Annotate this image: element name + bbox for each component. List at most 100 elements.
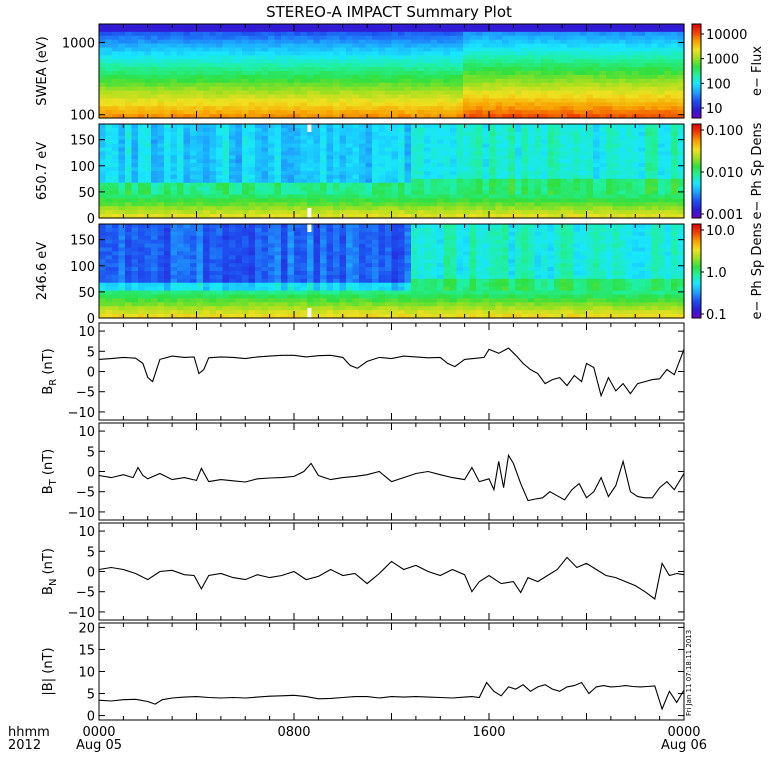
spectrogram-cell (619, 139, 627, 145)
spectrogram-cell (99, 247, 107, 253)
spectrogram-cell (177, 94, 185, 100)
spectrogram-cell (170, 102, 178, 107)
spectrogram-cell (638, 167, 646, 172)
spectrogram-cell (203, 71, 211, 76)
spectrogram-cell (541, 167, 549, 172)
spectrogram-cell (606, 127, 614, 133)
spectrogram-cell (495, 147, 503, 153)
spectrogram-cell (567, 43, 575, 49)
spectrogram-cell (112, 94, 120, 100)
spectrogram-cell (112, 178, 120, 184)
spectrogram-cell (593, 31, 601, 37)
spectrogram-cell (274, 178, 282, 184)
spectrogram-cell (118, 178, 126, 184)
spectrogram-cell (378, 98, 386, 103)
spectrogram-cell (294, 155, 302, 160)
spectrogram-cell (157, 174, 165, 180)
spectrogram-cell (268, 94, 276, 100)
spectrogram-cell (664, 59, 672, 64)
spectrogram-cell (547, 39, 555, 45)
spectrogram-cell (170, 214, 178, 219)
spectrogram-cell (164, 314, 172, 319)
spectrogram-cell (664, 114, 672, 119)
spectrogram-cell (157, 224, 165, 229)
spectrogram-cell (365, 24, 373, 29)
spectrogram-cell (534, 182, 542, 188)
spectrogram-cell (567, 163, 575, 168)
spectrogram-cell (216, 224, 224, 229)
spectrogram-cell (606, 27, 614, 33)
spectrogram-cell (300, 55, 308, 60)
spectrogram-cell (242, 227, 250, 233)
spectrogram-cell (287, 147, 295, 153)
spectrogram-cell (424, 63, 432, 68)
spectrogram-cell (118, 127, 126, 133)
spectrogram-cell (417, 106, 425, 111)
spectrogram-cell (170, 27, 178, 33)
spectrogram-cell (372, 90, 380, 96)
swea-ylabel: SWEA (eV) (35, 36, 50, 105)
spectrogram-cell (190, 71, 198, 76)
spectrogram-cell (339, 186, 347, 192)
spectrogram-cell (385, 35, 393, 41)
spectrogram-cell (606, 39, 614, 45)
spectrogram-cell (268, 24, 276, 29)
spectrogram-cell (456, 67, 464, 72)
spectrogram-cell (625, 106, 633, 111)
spectrogram-cell (281, 124, 289, 129)
spectrogram-cell (138, 206, 146, 211)
spectrogram-cell (619, 90, 627, 96)
spectrogram-cell (170, 182, 178, 188)
spectrogram-cell (489, 27, 497, 33)
spectrogram-cell (235, 163, 243, 168)
spectrogram-cell (515, 24, 523, 29)
spectrogram-cell (378, 194, 386, 200)
spectrogram-cell (352, 159, 360, 164)
spectrogram-cell (281, 90, 289, 96)
spectrogram-cell (248, 171, 256, 176)
spectrogram-cell (300, 114, 308, 119)
spectrogram-cell (658, 59, 666, 64)
spectrogram-cell (339, 55, 347, 60)
spectrogram-cell (593, 86, 601, 92)
spectrogram-cell (320, 139, 328, 145)
spectrogram-cell (411, 167, 419, 172)
spectrogram-cell (190, 210, 198, 215)
spectrogram-cell (580, 43, 588, 49)
spectrogram-cell (495, 143, 503, 149)
spectrogram-cell (599, 159, 607, 164)
spectrogram-cell (619, 51, 627, 56)
spectrogram-cell (326, 194, 334, 200)
spectrogram-cell (183, 51, 191, 56)
spectrogram-cell (307, 86, 315, 92)
spectrogram-cell (573, 194, 581, 200)
spectrogram-cell (521, 27, 529, 33)
spectrogram-cell (326, 214, 334, 219)
spectrogram-cell (326, 90, 334, 96)
spectrogram-cell (398, 124, 406, 129)
spectrogram-cell (281, 139, 289, 145)
spectrogram-cell (411, 106, 419, 111)
spectrogram-cell (677, 127, 685, 133)
spectrogram-cell (352, 90, 360, 96)
spectrogram-cell (547, 71, 555, 76)
spectrogram-cell (437, 135, 445, 141)
spectrogram-cell (209, 59, 217, 64)
spectrogram-cell (287, 55, 295, 60)
spectrogram-cell (567, 27, 575, 33)
spectrogram-cell (216, 82, 224, 88)
spectrogram-cell (658, 31, 666, 37)
spectrogram-cell (638, 82, 646, 88)
spectrogram-cell (229, 31, 237, 37)
spectrogram-cell (495, 35, 503, 41)
spectrogram-cell (593, 51, 601, 56)
spectrogram-cell (469, 24, 477, 29)
spectrogram-cell (476, 59, 484, 64)
spectrogram-cell (209, 294, 217, 300)
spectrogram-cell (469, 202, 477, 207)
spectrogram-cell (515, 171, 523, 176)
spectrogram-cell (677, 214, 685, 219)
spectrogram-cell (359, 78, 367, 84)
spectrogram-cell (125, 147, 133, 153)
spectrogram-cell (586, 194, 594, 200)
